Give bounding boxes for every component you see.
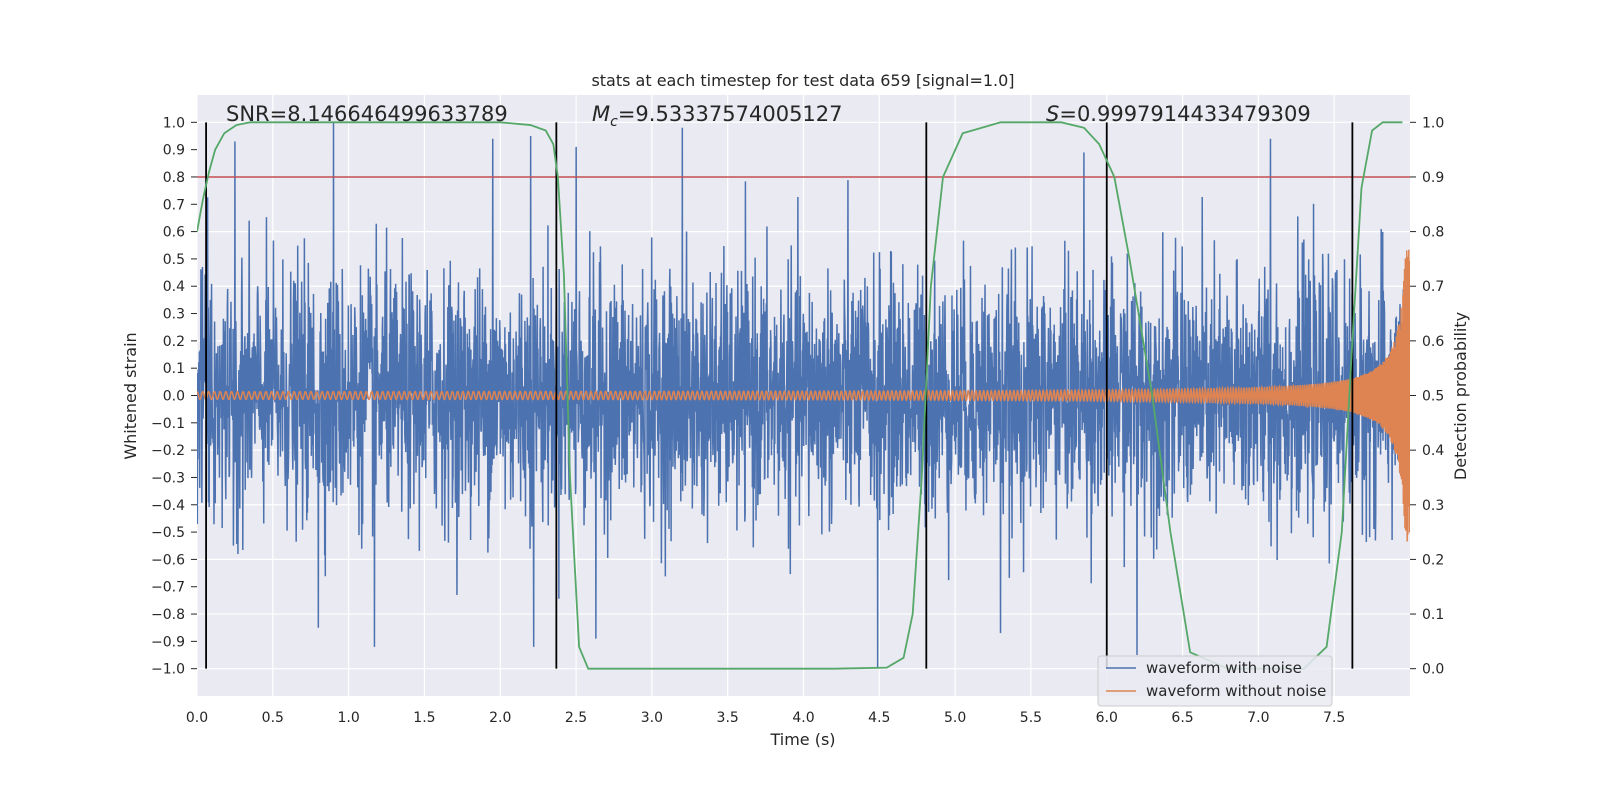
series-waveform-without-noise xyxy=(197,249,1410,542)
chirp-mass-annotation: Mc=9.53337574005127 xyxy=(592,102,843,130)
x-tick-label: 6.0 xyxy=(1096,710,1118,726)
x-tick-label: 2.5 xyxy=(565,710,587,726)
y-tick-label: −0.9 xyxy=(151,634,185,650)
snr-annotation: SNR=8.146646499633789 xyxy=(226,102,508,126)
y-tick-label: −0.8 xyxy=(151,607,185,623)
y2-tick-label: 0.8 xyxy=(1422,225,1444,241)
y-tick-label: −0.1 xyxy=(151,416,185,432)
y-axis-label: Whitened strain xyxy=(121,332,140,459)
legend-label-waveform-with-noise: waveform with noise xyxy=(1146,659,1302,677)
legend-box xyxy=(1097,655,1333,707)
s-value: =0.9997914433479309 xyxy=(1059,102,1310,126)
y-tick-label: −0.5 xyxy=(151,525,185,541)
chirp-mass-value: =9.53337574005127 xyxy=(618,102,843,126)
x-tick-label: 4.0 xyxy=(792,710,814,726)
y2-tick-label: 0.1 xyxy=(1422,607,1444,623)
y-tick-label: −0.6 xyxy=(151,552,185,568)
series-waveform-with-noise xyxy=(197,122,1410,669)
x-axis-label: Time (s) xyxy=(769,730,835,749)
y2-tick-label: 0.2 xyxy=(1422,552,1444,568)
chirp-mass-symbol: M xyxy=(592,102,610,126)
x-tick-label: 0.0 xyxy=(186,710,208,726)
y2-tick-label: 0.0 xyxy=(1422,662,1444,678)
y-tick-label: 1.0 xyxy=(163,115,185,131)
x-tick-label: 2.0 xyxy=(489,710,511,726)
series-layer xyxy=(197,121,1410,670)
legend: waveform with noise waveform without noi… xyxy=(1097,655,1333,707)
y-tick-label: −0.4 xyxy=(151,498,185,514)
s-symbol: S xyxy=(1046,102,1059,126)
vertical-lines xyxy=(205,122,1354,669)
x-tick-label: 3.5 xyxy=(717,710,739,726)
y2-tick-label: 0.3 xyxy=(1422,498,1444,514)
y-tick-label: 0.6 xyxy=(163,225,185,241)
y-tick-label: −0.2 xyxy=(151,443,185,459)
y-tick-label: 0.4 xyxy=(163,279,185,295)
s-annotation: S=0.9997914433479309 xyxy=(1046,102,1311,126)
x-tick-label: 5.5 xyxy=(1020,710,1042,726)
x-tick-label: 4.5 xyxy=(868,710,890,726)
x-tick-label: 3.0 xyxy=(641,710,663,726)
x-tick-label: 7.5 xyxy=(1323,710,1345,726)
x-axis-ticks: 0.0 0.5 1.0 1.5 2.0 2.5 3.0 3.5 4.0 4.5 5.0 5.5 6.0 6… xyxy=(186,710,1345,726)
chart-title: stats at each timestep for test data 659… xyxy=(591,71,1014,90)
y2-tick-label: 0.4 xyxy=(1422,443,1444,459)
y-tick-label: 0.8 xyxy=(163,170,185,186)
y-tick-label: −0.7 xyxy=(151,580,185,596)
y2-axis-ticks: 1.0 0.9 0.8 0.7 0.6 0.5 0.4 0.3 0.2 0.1 0.0 xyxy=(1410,115,1444,678)
y-tick-label: −0.3 xyxy=(151,470,185,486)
y2-axis-label: Detection probability xyxy=(1451,312,1470,480)
y-tick-label: −1.0 xyxy=(151,662,185,678)
x-tick-label: 7.0 xyxy=(1247,710,1269,726)
chirp-mass-subscript: c xyxy=(610,114,618,130)
y-axis-ticks: 1.0 0.9 0.8 0.7 0.6 0.5 0.4 0.3 0.2 0.1 0.0 −0.1 −0.… xyxy=(151,115,197,678)
y2-tick-label: 1.0 xyxy=(1422,115,1444,131)
y-tick-label: 0.2 xyxy=(163,334,185,350)
x-tick-label: 1.5 xyxy=(413,710,435,726)
x-tick-label: 5.0 xyxy=(944,710,966,726)
y-tick-label: 0.3 xyxy=(163,307,185,323)
y-tick-label: 0.7 xyxy=(163,197,185,213)
y2-tick-label: 0.7 xyxy=(1422,279,1444,295)
y2-tick-label: 0.9 xyxy=(1422,170,1444,186)
y-tick-label: 0.9 xyxy=(163,143,185,159)
y-tick-label: 0.5 xyxy=(163,252,185,268)
y2-tick-label: 0.5 xyxy=(1422,389,1444,405)
y-tick-label: 0.0 xyxy=(163,389,185,405)
x-tick-label: 0.5 xyxy=(262,710,284,726)
y-tick-label: 0.1 xyxy=(163,361,185,377)
x-tick-label: 6.5 xyxy=(1171,710,1193,726)
y2-tick-label: 0.6 xyxy=(1422,334,1444,350)
x-tick-label: 1.0 xyxy=(337,710,359,726)
legend-label-waveform-without-noise: waveform without noise xyxy=(1146,682,1326,700)
